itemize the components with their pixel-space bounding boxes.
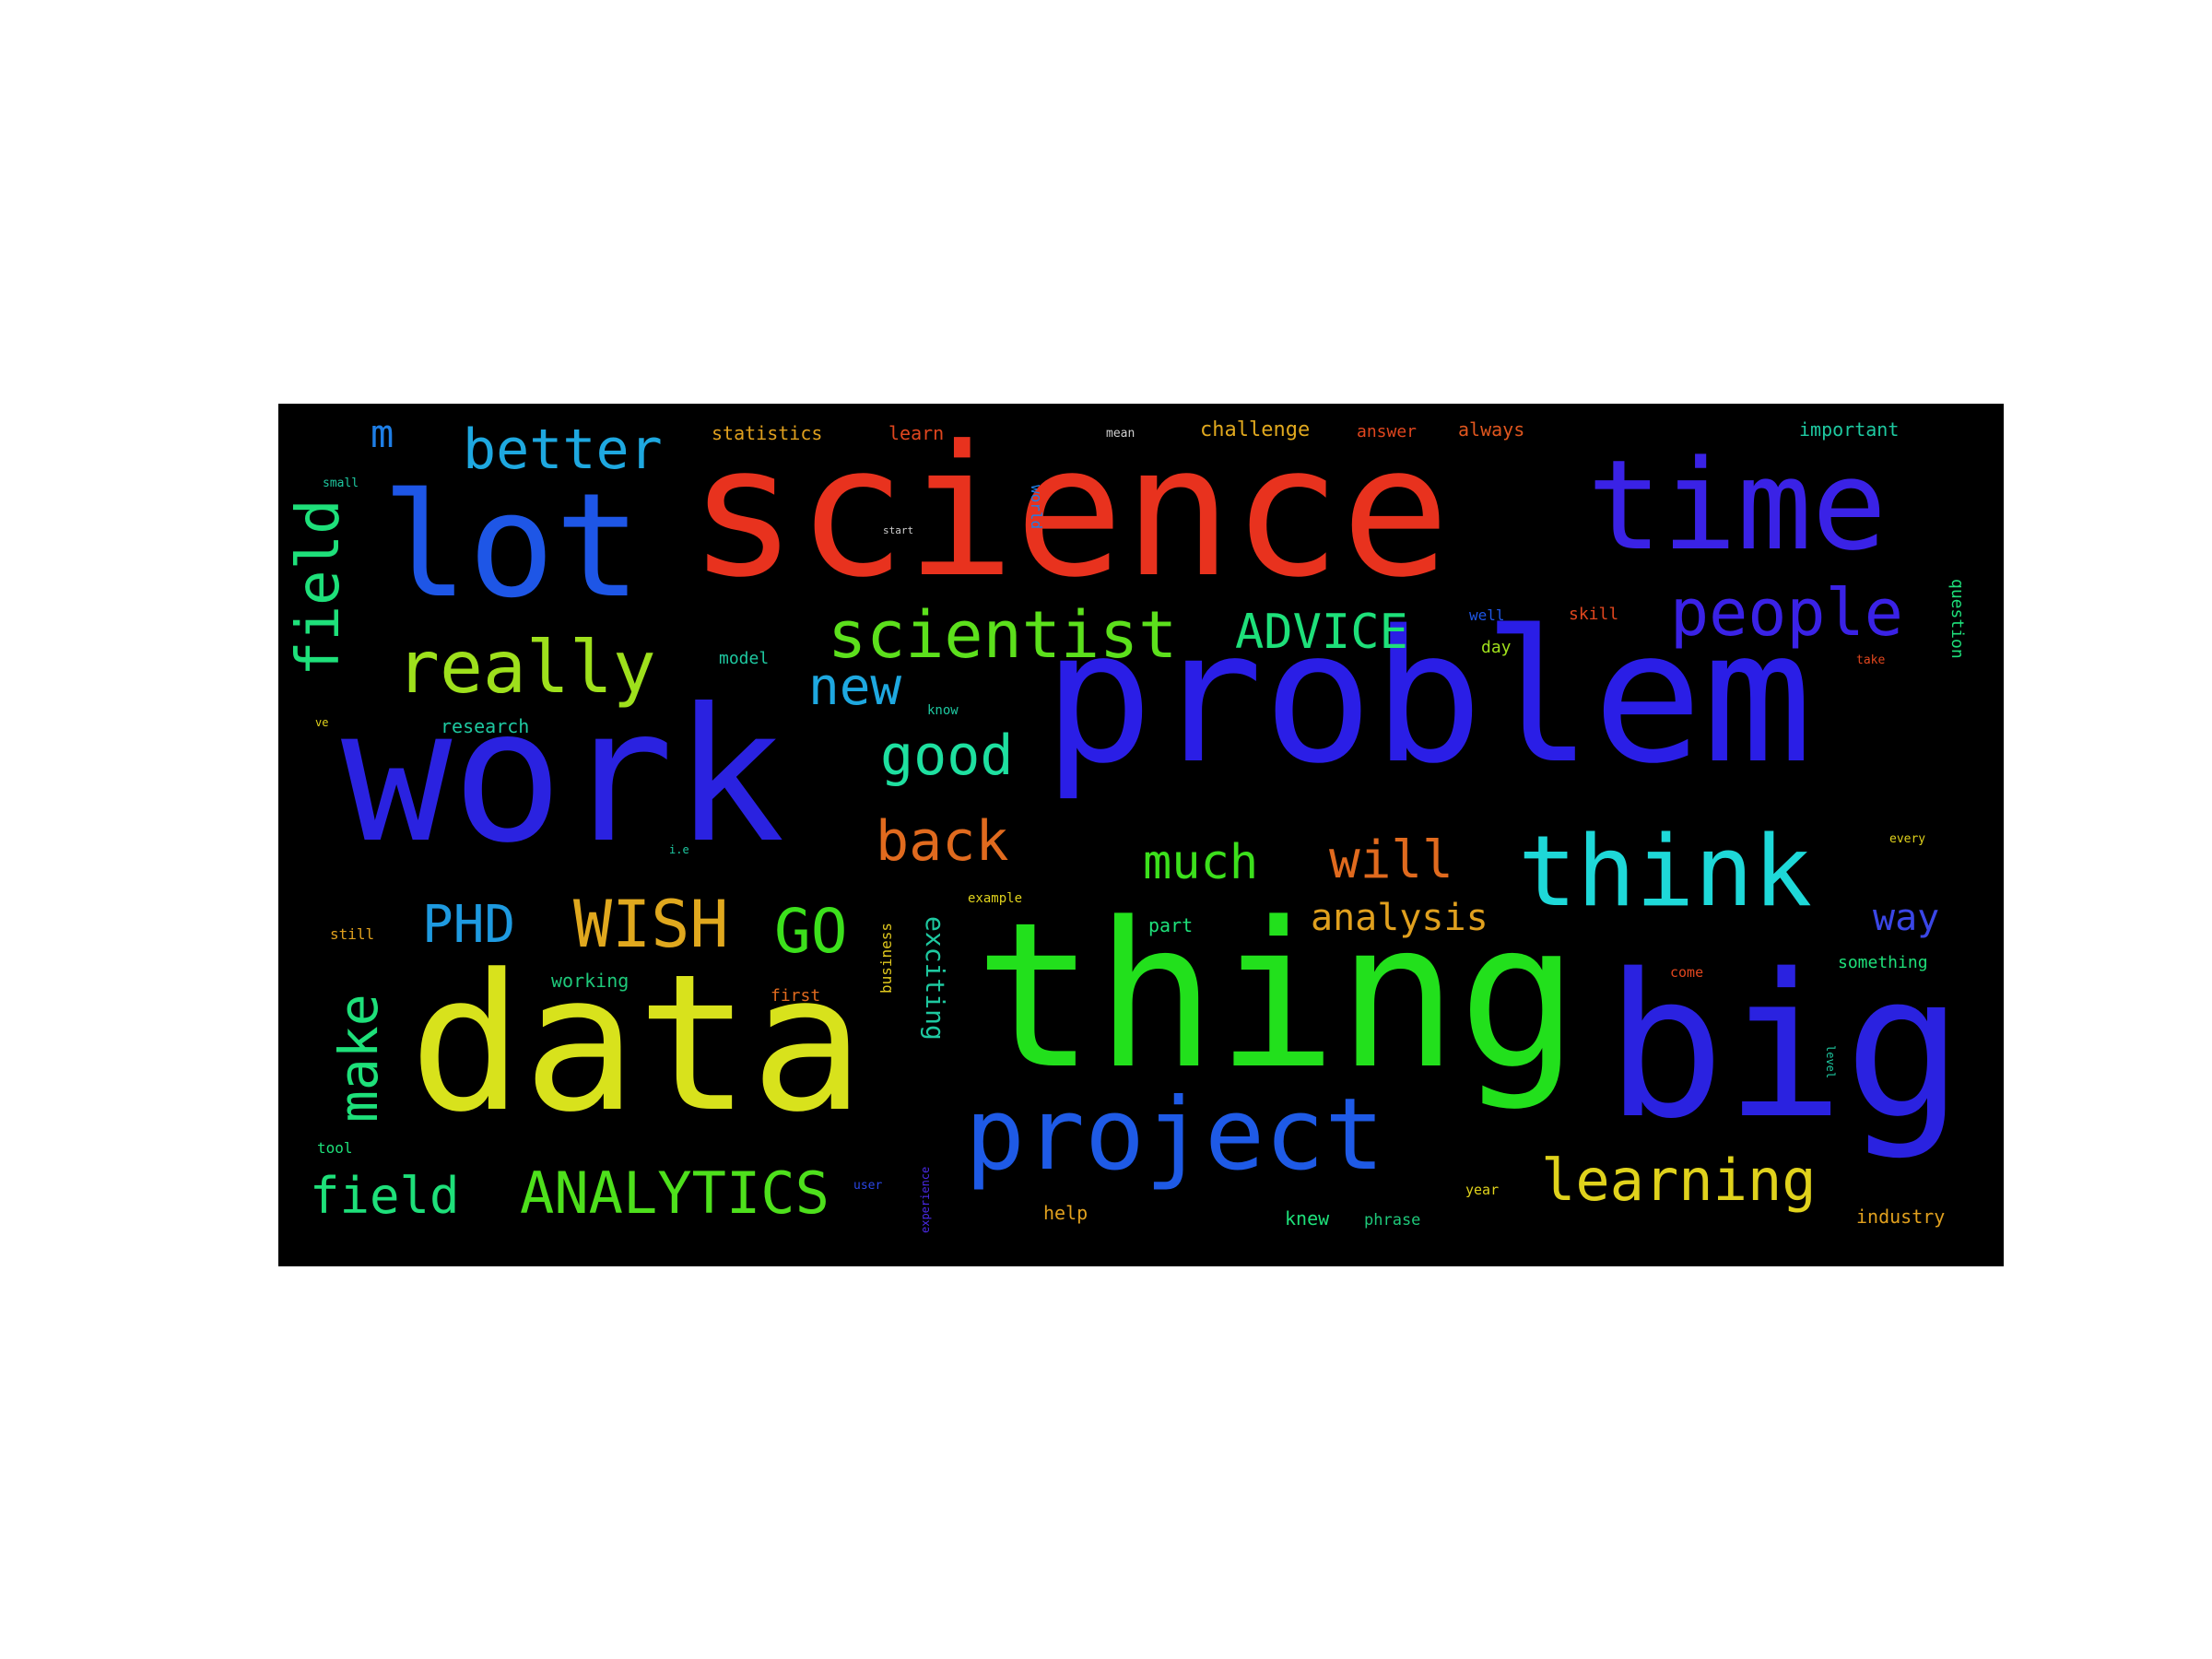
word-scientist: scientist — [828, 597, 1178, 673]
word-research: research — [441, 715, 530, 737]
word-small: small — [323, 477, 359, 490]
word-analysis: analysis — [1311, 897, 1488, 939]
word-wish: WISH — [573, 887, 729, 962]
word-m: m — [371, 411, 394, 456]
word-tool: tool — [317, 1139, 353, 1157]
word-phrase: phrase — [1364, 1211, 1421, 1230]
word-really: really — [396, 627, 656, 710]
word-business: business — [877, 922, 895, 994]
word-cloud: science problem work data thing big lot … — [278, 404, 2004, 1266]
word-phd: PHD — [422, 895, 516, 955]
word-analytics: ANALYTICS — [520, 1159, 830, 1227]
word-project: project — [965, 1077, 1385, 1193]
word-take: take — [1856, 653, 1886, 667]
word-answer: answer — [1357, 422, 1418, 441]
word-ve: ve — [315, 716, 329, 729]
word-working: working — [551, 970, 629, 992]
word-exciting: exciting — [920, 916, 950, 1041]
word-come: come — [1670, 964, 1704, 981]
word-help: help — [1043, 1202, 1088, 1224]
word-new: new — [808, 657, 902, 717]
word-learning: learning — [1541, 1147, 1817, 1214]
word-go: GO — [774, 896, 848, 967]
word-user: user — [853, 1179, 883, 1193]
word-will: will — [1329, 830, 1453, 890]
word-way: way — [1873, 897, 1940, 939]
word-challenge: challenge — [1200, 418, 1311, 441]
word-first: first — [771, 986, 821, 1006]
word-ie: i.e — [669, 843, 689, 856]
word-people: people — [1670, 575, 1903, 651]
word-day: day — [1481, 638, 1512, 657]
word-industry: industry — [1856, 1206, 1946, 1228]
word-know: know — [927, 703, 959, 718]
word-something: something — [1838, 953, 1928, 972]
word-data: data — [409, 935, 865, 1154]
word-knew: knew — [1285, 1207, 1330, 1230]
word-make: make — [327, 994, 390, 1123]
word-lot: lot — [382, 462, 641, 629]
word-question: question — [1947, 579, 1967, 659]
word-field: field — [285, 499, 353, 677]
word-level: level — [1824, 1045, 1837, 1079]
word-start: start — [883, 524, 914, 536]
word-back: back — [876, 809, 1009, 874]
word-mean: mean — [1106, 427, 1135, 441]
word-important: important — [1799, 418, 1900, 441]
word-think: think — [1518, 815, 1813, 928]
word-thing: thing — [974, 880, 1580, 1113]
word-experience: experience — [919, 1166, 932, 1233]
word-big: big — [1606, 931, 1964, 1162]
word-advice: ADVICE — [1235, 605, 1408, 660]
word-example: example — [968, 891, 1023, 906]
word-still: still — [330, 925, 375, 943]
word-time: time — [1587, 433, 1888, 578]
word-problem: problem — [1043, 591, 1813, 804]
word-work: work — [341, 669, 785, 884]
word-part: part — [1148, 914, 1194, 936]
word-every: every — [1889, 832, 1926, 846]
word-world: world — [1028, 485, 1045, 530]
word-model: model — [719, 649, 770, 668]
word-year: year — [1465, 1182, 1500, 1198]
word-learn: learn — [888, 422, 945, 444]
word-enough: field — [310, 1167, 460, 1225]
word-always: always — [1458, 418, 1525, 441]
word-good: good — [880, 724, 1014, 788]
word-science: science — [688, 407, 1451, 618]
word-better: better — [463, 418, 663, 482]
word-much: much — [1143, 835, 1259, 890]
word-statistics: statistics — [712, 422, 823, 444]
word-skill: skill — [1569, 605, 1619, 624]
word-well: well — [1469, 606, 1505, 624]
